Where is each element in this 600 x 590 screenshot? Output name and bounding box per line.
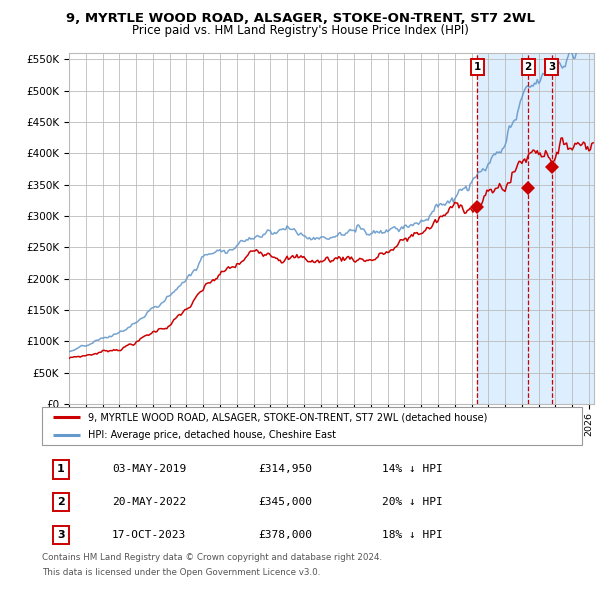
Bar	[477, 53, 600, 404]
Text: 18% ↓ HPI: 18% ↓ HPI	[382, 530, 443, 540]
Text: 03-MAY-2019: 03-MAY-2019	[112, 464, 187, 474]
Text: 17-OCT-2023: 17-OCT-2023	[112, 530, 187, 540]
Text: £345,000: £345,000	[258, 497, 312, 507]
Text: Contains HM Land Registry data © Crown copyright and database right 2024.: Contains HM Land Registry data © Crown c…	[42, 553, 382, 562]
Text: 3: 3	[57, 530, 65, 540]
Text: 20-MAY-2022: 20-MAY-2022	[112, 497, 187, 507]
Text: 9, MYRTLE WOOD ROAD, ALSAGER, STOKE-ON-TRENT, ST7 2WL (detached house): 9, MYRTLE WOOD ROAD, ALSAGER, STOKE-ON-T…	[88, 412, 487, 422]
Text: 1: 1	[57, 464, 65, 474]
Text: 1: 1	[473, 62, 481, 72]
Text: HPI: Average price, detached house, Cheshire East: HPI: Average price, detached house, Ches…	[88, 430, 336, 440]
Text: £314,950: £314,950	[258, 464, 312, 474]
Text: Price paid vs. HM Land Registry's House Price Index (HPI): Price paid vs. HM Land Registry's House …	[131, 24, 469, 37]
FancyBboxPatch shape	[42, 407, 582, 445]
Text: This data is licensed under the Open Government Licence v3.0.: This data is licensed under the Open Gov…	[42, 568, 320, 577]
Text: £378,000: £378,000	[258, 530, 312, 540]
Text: 3: 3	[548, 62, 556, 72]
Text: 20% ↓ HPI: 20% ↓ HPI	[382, 497, 443, 507]
Text: 2: 2	[57, 497, 65, 507]
Text: 2: 2	[524, 62, 532, 72]
Text: 14% ↓ HPI: 14% ↓ HPI	[382, 464, 443, 474]
Text: 9, MYRTLE WOOD ROAD, ALSAGER, STOKE-ON-TRENT, ST7 2WL: 9, MYRTLE WOOD ROAD, ALSAGER, STOKE-ON-T…	[65, 12, 535, 25]
